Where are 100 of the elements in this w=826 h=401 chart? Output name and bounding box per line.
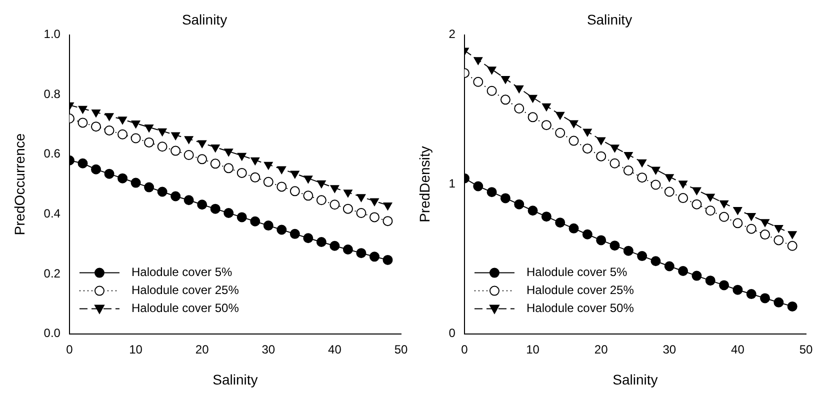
point — [692, 270, 702, 281]
point — [224, 208, 234, 218]
chart-title: Salinity — [182, 11, 228, 28]
x-tick-label: 0 — [461, 342, 468, 356]
point — [623, 246, 634, 256]
point — [760, 230, 770, 240]
point — [224, 163, 234, 174]
point — [556, 112, 564, 120]
point — [184, 195, 194, 206]
point — [144, 182, 154, 192]
point — [746, 289, 756, 300]
point — [104, 113, 114, 121]
point — [541, 212, 552, 222]
point — [732, 284, 743, 295]
point — [171, 132, 180, 140]
y-tick-label: 0.0 — [44, 326, 61, 340]
point — [664, 261, 674, 272]
point — [277, 166, 286, 174]
point — [746, 212, 756, 221]
point — [356, 208, 366, 218]
point — [650, 256, 661, 266]
point — [473, 181, 484, 192]
point — [78, 158, 88, 168]
point — [250, 172, 260, 182]
y-tick-label: 0.2 — [44, 266, 61, 280]
point — [330, 240, 340, 251]
y-tick-label: 0.6 — [44, 146, 61, 161]
point — [130, 178, 141, 188]
point — [719, 212, 730, 222]
point — [664, 174, 674, 182]
point — [356, 248, 366, 258]
point — [705, 276, 716, 286]
point — [678, 193, 688, 204]
point — [383, 202, 392, 210]
point — [342, 204, 353, 214]
point — [304, 176, 313, 184]
point — [514, 104, 524, 114]
legend-label: Halodule cover 50% — [131, 301, 240, 316]
y-axis-title: PredDensity — [416, 146, 432, 222]
point — [303, 190, 314, 201]
x-tick-label: 50 — [799, 342, 813, 356]
x-axis-title: Salinity — [212, 371, 258, 388]
point — [787, 301, 798, 312]
point — [144, 137, 154, 148]
point — [760, 219, 770, 227]
point — [157, 186, 168, 197]
point — [92, 109, 100, 118]
point — [236, 168, 247, 178]
point — [651, 166, 660, 174]
point — [264, 162, 273, 170]
x-axis-title: Salinity — [612, 371, 658, 388]
point — [197, 200, 208, 210]
point — [787, 240, 798, 251]
y-tick-label: 0.4 — [44, 206, 61, 221]
point — [303, 233, 314, 244]
x-tick-label: 30 — [662, 342, 676, 356]
point — [692, 199, 702, 210]
x-tick-label: 20 — [594, 342, 608, 356]
point — [210, 144, 220, 152]
point — [316, 195, 326, 206]
point — [276, 182, 287, 192]
point — [131, 120, 140, 128]
point — [473, 76, 484, 87]
point — [236, 212, 247, 222]
point — [344, 190, 352, 198]
point — [144, 124, 154, 132]
point — [568, 136, 579, 146]
point — [720, 200, 728, 208]
point — [198, 140, 206, 148]
point — [210, 158, 220, 169]
point — [678, 266, 688, 276]
point — [623, 166, 634, 176]
point — [624, 152, 633, 160]
point — [706, 194, 715, 202]
point — [732, 218, 743, 228]
y-tick-label: 0.8 — [44, 86, 61, 101]
point — [774, 225, 784, 233]
legend-label: Halodule cover 5% — [526, 265, 628, 280]
point — [170, 191, 181, 202]
point — [542, 103, 551, 112]
point — [664, 186, 674, 197]
point — [290, 228, 300, 239]
point — [774, 235, 784, 246]
x-tick-label: 20 — [195, 342, 210, 356]
point — [719, 280, 730, 290]
y-axis-title: PredOccurrence — [11, 133, 28, 236]
x-tick-label: 10 — [526, 342, 540, 356]
point — [330, 185, 340, 193]
point — [158, 128, 167, 136]
point — [746, 224, 756, 234]
point — [104, 168, 114, 179]
point — [514, 85, 524, 94]
point — [78, 106, 88, 114]
legend-label: Halodule cover 5% — [131, 265, 233, 280]
point — [582, 144, 592, 154]
point — [514, 199, 524, 210]
y-tick-label: 1 — [448, 176, 456, 191]
point — [330, 200, 340, 210]
point — [276, 224, 287, 235]
point — [263, 220, 274, 231]
